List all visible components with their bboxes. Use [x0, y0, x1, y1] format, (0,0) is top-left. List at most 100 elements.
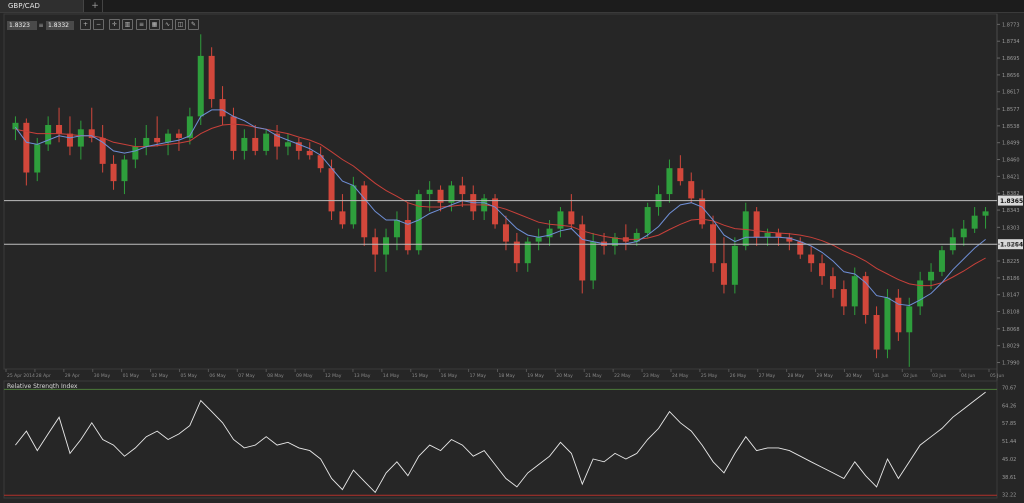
candle-up [121, 159, 128, 182]
price-tick-label: 1.8460 [1002, 158, 1020, 164]
time-tick-label: 07 May [238, 373, 255, 379]
candle-up [12, 122, 19, 130]
candle-down [437, 189, 444, 203]
indicator-icon[interactable]: ∿ [162, 19, 173, 30]
tab-bar: GBP/CAD + [0, 0, 1024, 13]
candle-down [568, 211, 575, 225]
price-axis: 1.8773 1.8734 1.8695 1.8656 1.8617 1.8577 1.85… [997, 22, 1020, 367]
rsi-tick-label: 38.61 [1002, 475, 1016, 481]
time-tick-label: 23 May [643, 373, 660, 379]
time-tick-label: 13 May [354, 373, 371, 379]
candle-up [284, 142, 291, 147]
time-tick-label: 16 May [441, 373, 458, 379]
candle-down [208, 55, 215, 100]
candle-up [426, 189, 433, 195]
candle-up [742, 211, 749, 246]
candle-down [492, 198, 499, 225]
rsi-tick-label: 45.02 [1002, 457, 1016, 463]
list-icon[interactable]: ≡ [136, 19, 147, 30]
crosshair-icon[interactable]: ✛ [109, 19, 120, 30]
time-tick-label: 19 May [527, 373, 544, 379]
candle-up [982, 211, 989, 216]
bid-price: 1.8323 [7, 21, 37, 30]
bar-chart-icon[interactable]: ▥ [122, 19, 133, 30]
time-tick-label: 30 May [94, 373, 111, 379]
time-tick-label: 20 May [556, 373, 573, 379]
layout-icon[interactable]: ▦ [149, 19, 160, 30]
candle-up [971, 215, 978, 229]
candle-down [252, 137, 259, 151]
time-axis: 25 Apr 2014 28 Apr 29 Apr 30 May 01 May 02 Ma… [5, 369, 1004, 379]
candle-down [862, 276, 869, 316]
candle-down [786, 237, 793, 242]
rsi-tick-label: 32.22 [1002, 493, 1016, 499]
candle-down [829, 276, 836, 290]
candle-up [644, 207, 651, 233]
candle-up [186, 116, 193, 138]
time-tick-label: 05 May [180, 373, 197, 379]
price-tick-label: 1.8225 [1002, 259, 1020, 265]
candle-up [851, 276, 858, 307]
candle-down [56, 124, 63, 134]
price-tick-label: 1.8382 [1002, 191, 1020, 197]
add-tab-button[interactable]: + [88, 0, 103, 12]
candle-up [666, 168, 673, 195]
candle-down [459, 185, 466, 195]
time-tick-label: 21 May [585, 373, 602, 379]
candle-up [350, 185, 357, 225]
price-level-tag [998, 195, 1023, 206]
price-separator-icon: ≡ [38, 22, 44, 29]
candle-down [328, 168, 335, 212]
candle-up [731, 245, 738, 285]
draw-icon[interactable]: ◫ [175, 19, 186, 30]
tab-symbol[interactable]: GBP/CAD [0, 0, 84, 12]
candle-up [415, 194, 422, 251]
rsi-frame [3, 380, 998, 499]
zoom-in-icon[interactable]: + [80, 19, 91, 30]
candle-down [306, 150, 313, 156]
candle-down [274, 133, 281, 147]
candle-up [557, 211, 564, 229]
main-plot-frame [3, 13, 998, 370]
time-tick-label: 09 May [296, 373, 313, 379]
candle-up [383, 237, 390, 255]
time-tick-label: 01 May [123, 373, 140, 379]
time-tick-label: 27 May [759, 373, 776, 379]
candle-down [23, 122, 30, 173]
price-level-tag [998, 239, 1023, 250]
time-tick-label: 03 Jun [932, 373, 946, 379]
candle-down [797, 241, 804, 255]
ma-fast-line [14, 109, 986, 307]
rsi-panel: Relative Strength Index 70.67 64.26 57.85 51… [3, 380, 1016, 499]
price-tick-label: 1.8264 [1002, 242, 1020, 248]
moving-averages-layer [14, 109, 986, 307]
time-tick-label: 08 May [267, 373, 284, 379]
candle-down [753, 211, 760, 238]
time-tick-label: 22 May [614, 373, 631, 379]
rsi-tick-label: 64.26 [1002, 403, 1016, 409]
price-tick-label: 1.8734 [1002, 39, 1020, 45]
time-tick-label: 26 May [730, 373, 747, 379]
price-tick-label: 1.8147 [1002, 293, 1020, 299]
candle-up [132, 146, 139, 160]
price-tick-label: 1.8695 [1002, 56, 1020, 62]
time-tick-label: 01 Jun [874, 373, 888, 379]
pencil-icon[interactable]: ✎ [188, 19, 199, 30]
time-tick-label: 28 May [788, 373, 805, 379]
time-tick-label: 25 May [701, 373, 718, 379]
time-tick-label: 24 May [672, 373, 689, 379]
candle-down [317, 155, 324, 169]
time-tick-label: 06 May [209, 373, 226, 379]
candle-up [143, 137, 150, 147]
time-tick-label: 29 May [817, 373, 834, 379]
price-tick-label: 1.8068 [1002, 327, 1020, 333]
candle-down [361, 185, 368, 238]
candle-up [764, 232, 771, 238]
zoom-out-icon[interactable]: − [93, 19, 104, 30]
candle-up [263, 133, 270, 151]
price-tick-label: 1.8617 [1002, 90, 1020, 96]
candle-down [88, 129, 95, 138]
candle-up [165, 133, 172, 143]
rsi-tick-label: 51.44 [1002, 439, 1016, 445]
